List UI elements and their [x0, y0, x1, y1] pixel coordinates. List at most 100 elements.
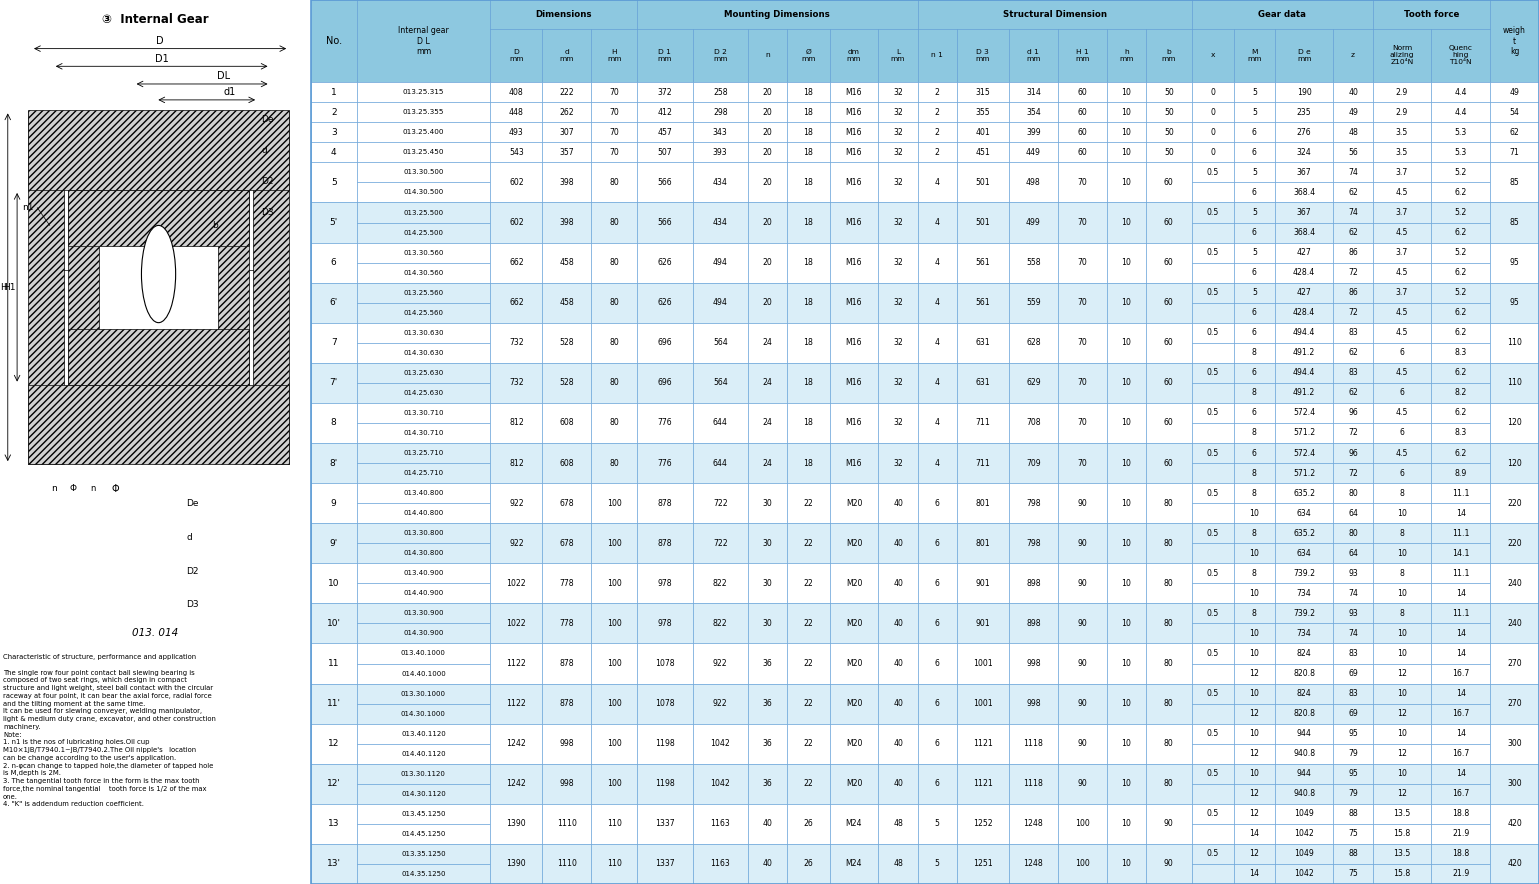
Text: M20: M20 — [846, 538, 862, 548]
Bar — [357, 0, 491, 82]
Text: 10: 10 — [1122, 619, 1131, 628]
Bar — [693, 683, 748, 724]
Text: 10: 10 — [1397, 629, 1407, 638]
Text: 1110: 1110 — [557, 819, 577, 828]
Bar — [1490, 103, 1539, 122]
Bar — [357, 443, 491, 463]
Bar — [1373, 664, 1431, 683]
Bar — [1274, 503, 1333, 523]
Bar — [1191, 563, 1234, 583]
Text: 662: 662 — [509, 298, 523, 308]
Text: 80: 80 — [1163, 780, 1174, 789]
Bar — [1274, 844, 1333, 864]
Bar — [1107, 29, 1147, 82]
Text: 10: 10 — [1122, 148, 1131, 156]
Bar — [357, 263, 491, 283]
Text: 2.9: 2.9 — [1396, 108, 1408, 117]
Text: 10: 10 — [1122, 538, 1131, 548]
Text: 434: 434 — [713, 178, 728, 187]
Text: 80: 80 — [609, 378, 619, 387]
Text: 5: 5 — [1251, 88, 1257, 96]
Text: 602: 602 — [509, 218, 523, 227]
Bar — [748, 403, 786, 443]
Text: 6: 6 — [1251, 128, 1257, 137]
Bar — [357, 463, 491, 483]
Bar — [311, 443, 357, 483]
Text: 32: 32 — [893, 218, 903, 227]
Text: 13.5: 13.5 — [1393, 850, 1411, 858]
Bar — [1274, 182, 1333, 202]
Bar — [491, 82, 542, 103]
Bar — [1490, 82, 1539, 103]
Text: 3: 3 — [331, 128, 337, 137]
Text: 572.4: 572.4 — [1293, 448, 1316, 458]
Bar — [1373, 563, 1431, 583]
Bar — [1191, 743, 1234, 764]
Bar — [357, 623, 491, 644]
Bar — [357, 523, 491, 544]
Text: 235: 235 — [1297, 108, 1311, 117]
Text: 40: 40 — [893, 780, 903, 789]
Bar — [591, 242, 637, 283]
Bar — [1431, 362, 1490, 383]
Text: 6: 6 — [934, 739, 940, 748]
Bar — [311, 103, 357, 122]
Bar — [357, 784, 491, 804]
Bar — [311, 804, 357, 844]
Bar — [879, 403, 917, 443]
Bar — [1431, 604, 1490, 623]
Bar — [830, 403, 879, 443]
Text: 013.30.1000: 013.30.1000 — [402, 690, 446, 697]
Bar — [1333, 122, 1373, 142]
Bar — [1373, 443, 1431, 463]
Bar — [1107, 403, 1147, 443]
Bar — [1057, 563, 1107, 604]
Bar — [1431, 764, 1490, 784]
Text: 11.1: 11.1 — [1451, 529, 1470, 537]
Text: 6: 6 — [1251, 228, 1257, 237]
Bar — [1431, 544, 1490, 563]
Text: 5.2: 5.2 — [1454, 288, 1467, 297]
Text: 0.5: 0.5 — [1207, 850, 1219, 858]
Text: 16.7: 16.7 — [1453, 750, 1470, 758]
Text: M16: M16 — [846, 218, 862, 227]
Bar — [693, 163, 748, 202]
Text: 878: 878 — [657, 538, 673, 548]
Text: 32: 32 — [893, 418, 903, 428]
Bar — [1191, 223, 1234, 242]
Text: 72: 72 — [1348, 309, 1357, 317]
Text: 10: 10 — [1250, 769, 1259, 778]
Bar — [357, 202, 491, 223]
Text: 014.40.1120: 014.40.1120 — [402, 751, 446, 757]
Text: 0: 0 — [1210, 128, 1216, 137]
Bar — [693, 82, 748, 103]
Bar — [879, 202, 917, 242]
Bar — [748, 683, 786, 724]
Text: Norm
alizing
Z10⁴N: Norm alizing Z10⁴N — [1390, 45, 1414, 65]
Text: 572.4: 572.4 — [1293, 408, 1316, 417]
Text: 812: 812 — [509, 459, 523, 468]
Text: 1251: 1251 — [973, 859, 993, 868]
Text: D 1
mm: D 1 mm — [657, 49, 673, 62]
Bar — [1431, 563, 1490, 583]
Text: 14: 14 — [1456, 649, 1465, 658]
Text: 10: 10 — [1250, 729, 1259, 738]
Bar — [693, 604, 748, 644]
Bar — [1010, 443, 1057, 483]
Text: 10': 10' — [326, 619, 340, 628]
Bar — [1107, 483, 1147, 523]
Bar — [1333, 403, 1373, 423]
Text: 6.2: 6.2 — [1454, 309, 1467, 317]
Text: 0.5: 0.5 — [1207, 810, 1219, 819]
Bar — [830, 804, 879, 844]
Bar — [957, 163, 1010, 202]
Bar — [1490, 202, 1539, 242]
Bar — [1147, 82, 1191, 103]
Bar — [1431, 263, 1490, 283]
Bar — [1191, 423, 1234, 443]
Text: 83: 83 — [1348, 649, 1357, 658]
Text: 60: 60 — [1163, 298, 1174, 308]
Bar — [1234, 503, 1274, 523]
Text: 18.8: 18.8 — [1453, 850, 1470, 858]
Text: 300: 300 — [1507, 739, 1522, 748]
